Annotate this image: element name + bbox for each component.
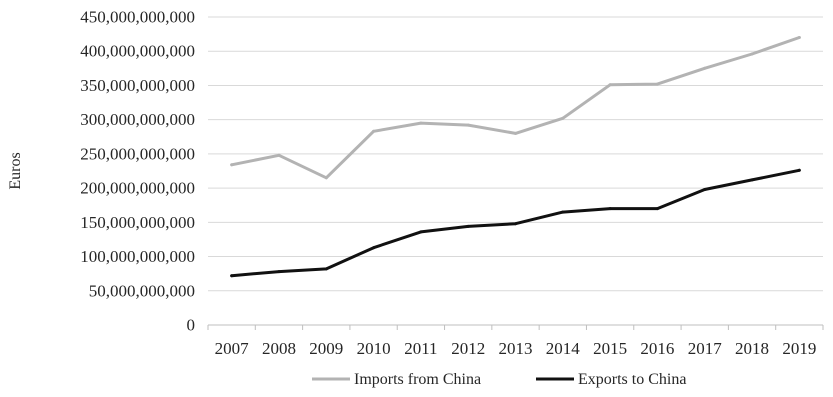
series-lines: [230, 36, 801, 278]
y-tick-label: 50,000,000,000: [89, 281, 195, 300]
legend-item: Exports to China: [536, 371, 686, 388]
x-tick-label: 2008: [262, 339, 296, 358]
y-tick-label: 300,000,000,000: [80, 110, 195, 129]
legend: Imports from China Exports to China: [312, 371, 686, 388]
data-point: [608, 83, 612, 87]
x-axis-ticks: 2007 2008 2009 2010 2011 2012 2013 2014 2015 2016…: [207, 325, 824, 358]
data-point: [230, 163, 234, 167]
y-tick-label: 100,000,000,000: [80, 247, 195, 266]
x-tick-label: 2009: [309, 339, 343, 358]
y-tick-label: 350,000,000,000: [80, 76, 195, 95]
data-point: [466, 224, 470, 228]
data-point: [750, 52, 754, 56]
x-tick-label: 2019: [782, 339, 816, 358]
data-point: [277, 270, 281, 274]
gridlines: [208, 16, 823, 326]
x-tick-label: 2011: [404, 339, 437, 358]
data-point: [419, 230, 423, 234]
data-point: [703, 66, 707, 70]
data-point: [372, 129, 376, 133]
x-tick-label: 2014: [546, 339, 581, 358]
data-point: [324, 176, 328, 180]
y-tick-label: 200,000,000,000: [80, 179, 195, 198]
data-point: [655, 207, 659, 211]
data-point: [230, 274, 234, 278]
series-line-imports: [230, 36, 801, 180]
x-tick-label: 2017: [688, 339, 723, 358]
y-axis-title: Euros: [7, 152, 24, 189]
data-point: [703, 188, 707, 191]
y-tick-label: 0: [187, 316, 196, 335]
data-point: [324, 267, 328, 271]
x-tick-label: 2018: [735, 339, 769, 358]
data-point: [561, 116, 565, 120]
y-tick-label: 400,000,000,000: [80, 42, 195, 61]
data-point: [655, 82, 659, 86]
data-point: [419, 121, 423, 125]
x-tick-label: 2016: [640, 339, 674, 358]
y-axis-ticks: 0 50,000,000,000 100,000,000,000 150,000,00…: [80, 8, 195, 335]
data-point: [277, 153, 281, 157]
y-tick-label: 150,000,000,000: [80, 213, 195, 232]
legend-label: Imports from China: [354, 371, 481, 388]
x-tick-label: 2015: [593, 339, 627, 358]
x-tick-label: 2010: [357, 339, 391, 358]
legend-item: Imports from China: [312, 371, 481, 388]
data-point: [750, 178, 754, 182]
data-point: [372, 246, 376, 250]
x-tick-label: 2013: [499, 339, 533, 358]
data-point: [514, 222, 517, 226]
x-tick-label: 2007: [215, 339, 250, 358]
data-point: [797, 168, 801, 172]
data-point: [561, 210, 565, 214]
data-point: [466, 123, 470, 127]
legend-label: Exports to China: [578, 371, 686, 388]
data-point: [797, 36, 801, 39]
x-tick-label: 2012: [451, 339, 485, 358]
data-point: [514, 131, 517, 135]
y-tick-label: 450,000,000,000: [80, 8, 195, 27]
data-point: [608, 207, 612, 211]
y-tick-label: 250,000,000,000: [80, 144, 195, 163]
